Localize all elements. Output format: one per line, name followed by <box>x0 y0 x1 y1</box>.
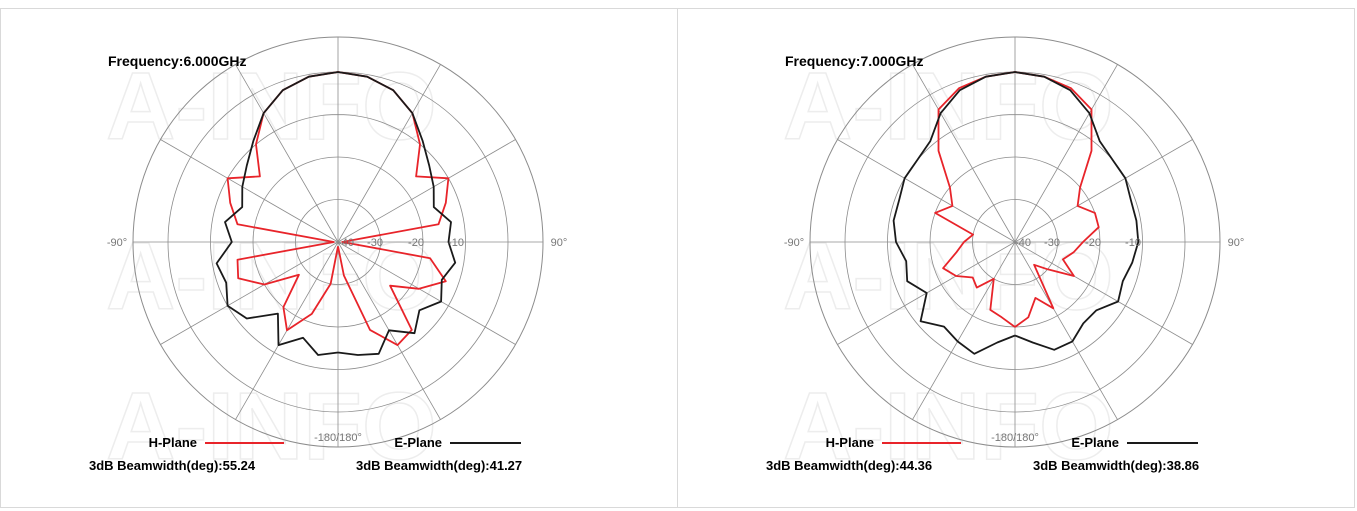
grid-spoke <box>1014 241 1118 420</box>
chart-title: Frequency:6.000GHz <box>108 53 247 69</box>
grid-spoke <box>1014 241 1193 345</box>
legend-label-h-plane: H-Plane <box>826 435 874 450</box>
watermark-text: A-INFO <box>783 223 1114 330</box>
beamwidth-label: 3dB Beamwidth(deg):55.24 <box>89 458 256 473</box>
grid-spoke <box>1014 139 1193 243</box>
grid-spoke <box>160 139 339 243</box>
watermark-text: A-INFO <box>783 373 1114 480</box>
radial-tick-label: -40 <box>338 237 354 249</box>
watermark-text: A-INFO <box>106 53 437 160</box>
radial-tick-label: -10 <box>448 237 464 249</box>
radial-tick-label: -10 <box>1125 237 1141 249</box>
grid-spoke <box>912 241 1016 420</box>
beamwidth-label: 3dB Beamwidth(deg):41.27 <box>356 458 522 473</box>
polar-chart-panel: A-INFO A-INFO A-INFO -40 -30 -20 -10 -90° 90° -18… <box>0 8 678 508</box>
legend-label-e-plane: E-Plane <box>1071 435 1119 450</box>
grid-spoke <box>337 241 516 345</box>
radial-tick-label: -40 <box>1015 237 1031 249</box>
angle-tick-label: 90° <box>1228 237 1245 249</box>
angle-tick-label: -180/180° <box>991 432 1039 444</box>
radial-tick-label: -20 <box>408 237 424 249</box>
angle-tick-label: -90° <box>784 237 804 249</box>
radial-tick-label: -20 <box>1085 237 1101 249</box>
grid-spoke <box>337 64 441 243</box>
grid-spoke <box>337 139 516 243</box>
beamwidth-label: 3dB Beamwidth(deg):44.36 <box>766 458 932 473</box>
watermark-text: A-INFO <box>106 373 437 480</box>
angle-tick-label: -180/180° <box>314 432 362 444</box>
angle-tick-label: 90° <box>551 237 568 249</box>
angle-tick-label: -90° <box>107 237 127 249</box>
legend-label-e-plane: E-Plane <box>394 435 442 450</box>
radial-tick-label: -30 <box>367 237 383 249</box>
series-line-e-plane <box>892 71 1140 355</box>
grid-spoke <box>837 139 1016 243</box>
legend-label-h-plane: H-Plane <box>149 435 197 450</box>
polar-chart-panel: A-INFO A-INFO A-INFO -40 -30 -20 -10 -90° 90° -18… <box>677 8 1355 508</box>
grid-spoke <box>160 241 339 345</box>
chart-title: Frequency:7.000GHz <box>785 53 924 69</box>
radial-tick-label: -30 <box>1044 237 1060 249</box>
beamwidth-label: 3dB Beamwidth(deg):38.86 <box>1033 458 1199 473</box>
grid-spoke <box>912 64 1016 243</box>
watermark-text: A-INFO <box>783 53 1114 160</box>
series-line-e-plane <box>215 71 457 356</box>
grid-spoke <box>1014 64 1118 243</box>
watermark-text: A-INFO <box>106 223 437 330</box>
grid-spoke <box>235 64 339 243</box>
